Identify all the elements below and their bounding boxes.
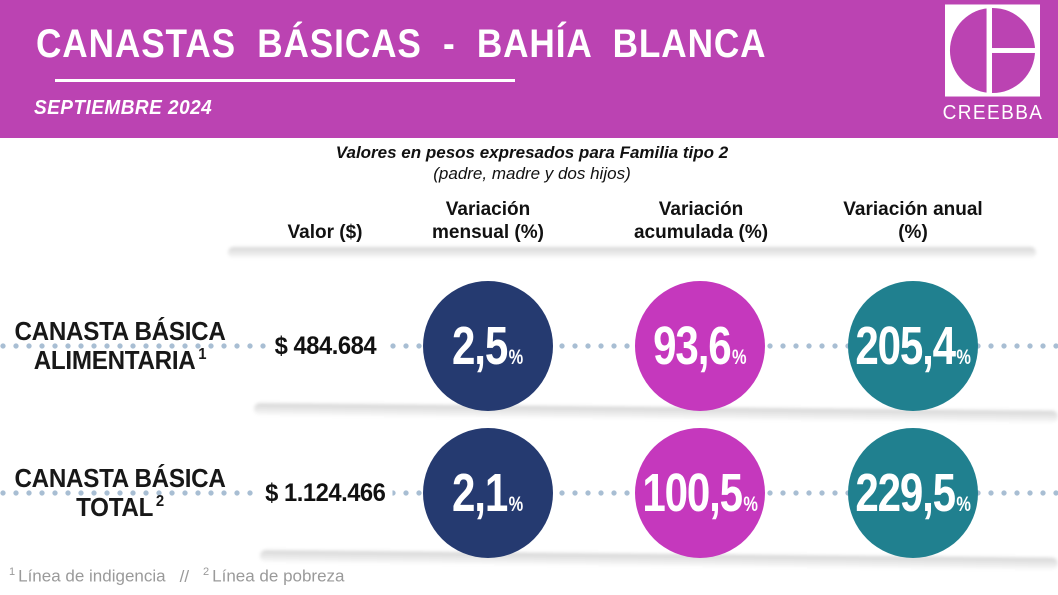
row2-monthly-value: 2,1%: [452, 463, 524, 523]
row1-annual-value: 205,4%: [855, 316, 971, 376]
row1-annual-circle: 205,4%: [848, 281, 978, 411]
percent-sign: %: [743, 493, 758, 516]
footnote2-text: Línea de pobreza: [212, 566, 345, 586]
creebba-logo-text: CREEBBA: [942, 102, 1044, 124]
row2-footnote-ref: 2: [155, 493, 164, 511]
row1-footnote-ref: 1: [198, 346, 207, 364]
creebba-logo-icon: [945, 4, 1040, 97]
row2-accumulated-value: 100,5%: [642, 463, 758, 523]
row1-value: $ 484.684: [267, 330, 383, 362]
row2-value: $ 1.124.466: [258, 477, 392, 509]
row2-monthly-circle: 2,1%: [423, 428, 553, 558]
row1-monthly-circle: 2,5%: [423, 281, 553, 411]
footnote1-ref: 1: [9, 566, 16, 578]
row2-annual-circle: 229,5%: [848, 428, 978, 558]
row1-label: CANASTA BÁSICA ALIMENTARIA 1: [8, 282, 231, 410]
row2-label-line2: TOTAL 2: [76, 492, 164, 522]
row2-annual-value: 229,5%: [855, 463, 971, 523]
row2-label-line1: CANASTA BÁSICA: [14, 462, 226, 493]
subtitle-line2: (padre, madre y dos hijos): [433, 164, 631, 183]
percent-sign: %: [509, 346, 524, 369]
row2-label: CANASTA BÁSICA TOTAL 2: [8, 429, 231, 557]
column-header-variacion-mensual: Variación mensual (%): [432, 199, 544, 243]
title-underline: [55, 79, 515, 82]
column-header-variacion-anual: Variación anual (%): [843, 199, 983, 243]
percent-sign: %: [732, 346, 747, 369]
row1-monthly-value: 2,5%: [452, 316, 524, 376]
row2-value-cell: $ 1.124.466: [240, 429, 410, 557]
subtitle-line1: Valores en pesos expresados para Familia…: [335, 143, 729, 162]
row1-accumulated-value: 93,6%: [653, 316, 747, 376]
row1-label-line2: ALIMENTARIA 1: [33, 345, 207, 375]
row1-value-cell: $ 484.684: [240, 282, 410, 410]
row2-accumulated-circle: 100,5%: [635, 428, 765, 558]
percent-sign: %: [509, 493, 524, 516]
page-title: CANASTAS BÁSICAS - BAHÍA BLANCA: [36, 22, 767, 66]
period-label: SEPTIEMBRE 2024: [34, 97, 213, 119]
header-shelf-shadow: [228, 247, 1036, 258]
footnote1-text: Línea de indigencia: [18, 566, 166, 586]
header-band: CANASTAS BÁSICAS - BAHÍA BLANCA SEPTIEMB…: [0, 0, 1058, 138]
footnote2-ref: 2: [203, 566, 210, 578]
footnotes: 1 Línea de indigencia // 2 Línea de pobreza: [9, 566, 345, 587]
column-header-variacion-acumulada: Variación acumulada (%): [633, 199, 769, 243]
row1-label-line1: CANASTA BÁSICA: [14, 315, 226, 346]
column-header-valor: Valor ($): [287, 221, 363, 243]
row1-accumulated-circle: 93,6%: [635, 281, 765, 411]
footnote-separator: //: [179, 566, 190, 586]
percent-sign: %: [956, 346, 971, 369]
percent-sign: %: [956, 493, 971, 516]
